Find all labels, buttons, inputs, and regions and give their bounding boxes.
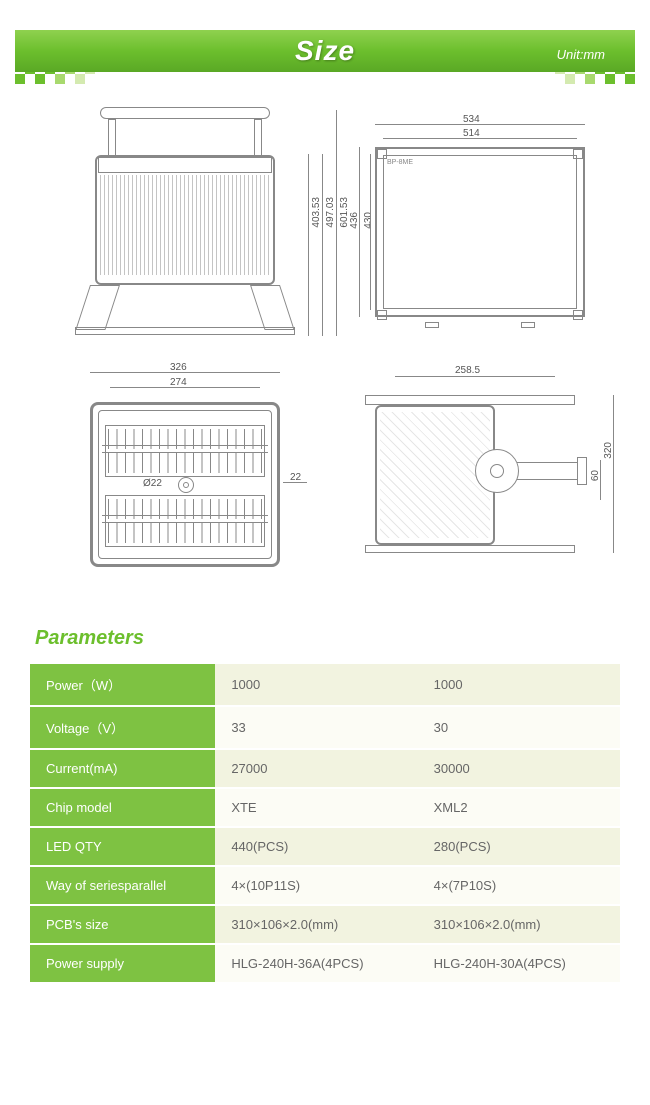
param-value-2: 280(PCS) bbox=[418, 828, 620, 865]
param-label: Power supply bbox=[30, 945, 215, 982]
param-value-2: 30000 bbox=[418, 750, 620, 787]
table-row: PCB's size310×106×2.0(mm)310×106×2.0(mm) bbox=[30, 906, 620, 943]
param-label: Power（W） bbox=[30, 664, 215, 705]
param-value-2: 1000 bbox=[418, 664, 620, 705]
param-value-1: 4×(10P11S) bbox=[215, 867, 417, 904]
dim-d1-h1: 403.53 bbox=[311, 197, 322, 228]
param-value-2: XML2 bbox=[418, 789, 620, 826]
param-value-2: 4×(7P10S) bbox=[418, 867, 620, 904]
param-value-1: HLG-240H-36A(4PCS) bbox=[215, 945, 417, 982]
param-label: Voltage（V） bbox=[30, 707, 215, 748]
param-value-1: 1000 bbox=[215, 664, 417, 705]
param-value-1: 310×106×2.0(mm) bbox=[215, 906, 417, 943]
diagram-led-panel bbox=[70, 377, 300, 577]
diagram-front-view bbox=[70, 107, 300, 337]
header-unit: Unit:mm bbox=[557, 47, 605, 62]
table-row: Way of seriesparallel4×(10P11S)4×(7P10S) bbox=[30, 867, 620, 904]
param-label: Chip model bbox=[30, 789, 215, 826]
param-value-1: 33 bbox=[215, 707, 417, 748]
dim-d1-h2: 497.03 bbox=[325, 197, 336, 228]
technical-diagrams: 403.53 497.03 601.53 BP-8ME 534 514 436 … bbox=[15, 92, 635, 602]
diagram-back-view: BP-8ME bbox=[375, 147, 585, 322]
param-label: LED QTY bbox=[30, 828, 215, 865]
dim-d4-w: 258.5 bbox=[455, 365, 480, 376]
table-row: Power supplyHLG-240H-36A(4PCS)HLG-240H-3… bbox=[30, 945, 620, 982]
table-row: Current(mA)2700030000 bbox=[30, 750, 620, 787]
param-label: Way of seriesparallel bbox=[30, 867, 215, 904]
dim-d2-h2: 430 bbox=[363, 212, 374, 229]
header-title: Size bbox=[295, 35, 355, 67]
param-value-1: 440(PCS) bbox=[215, 828, 417, 865]
param-value-2: 310×106×2.0(mm) bbox=[418, 906, 620, 943]
param-label: PCB's size bbox=[30, 906, 215, 943]
param-label: Current(mA) bbox=[30, 750, 215, 787]
header-bar: Size Unit:mm bbox=[15, 30, 635, 72]
table-row: Voltage（V）3330 bbox=[30, 707, 620, 748]
param-value-2: HLG-240H-30A(4PCS) bbox=[418, 945, 620, 982]
param-value-1: 27000 bbox=[215, 750, 417, 787]
table-row: Power（W）10001000 bbox=[30, 664, 620, 705]
param-value-2: 30 bbox=[418, 707, 620, 748]
param-value-1: XTE bbox=[215, 789, 417, 826]
table-row: LED QTY440(PCS)280(PCS) bbox=[30, 828, 620, 865]
table-row: Chip modelXTEXML2 bbox=[30, 789, 620, 826]
dim-d3-hole: Ø22 bbox=[143, 478, 162, 489]
parameters-table: Power（W）10001000Voltage（V）3330Current(mA… bbox=[30, 662, 620, 984]
diagram-side-bracket bbox=[345, 377, 595, 577]
parameters-heading: Parameters bbox=[35, 627, 650, 650]
